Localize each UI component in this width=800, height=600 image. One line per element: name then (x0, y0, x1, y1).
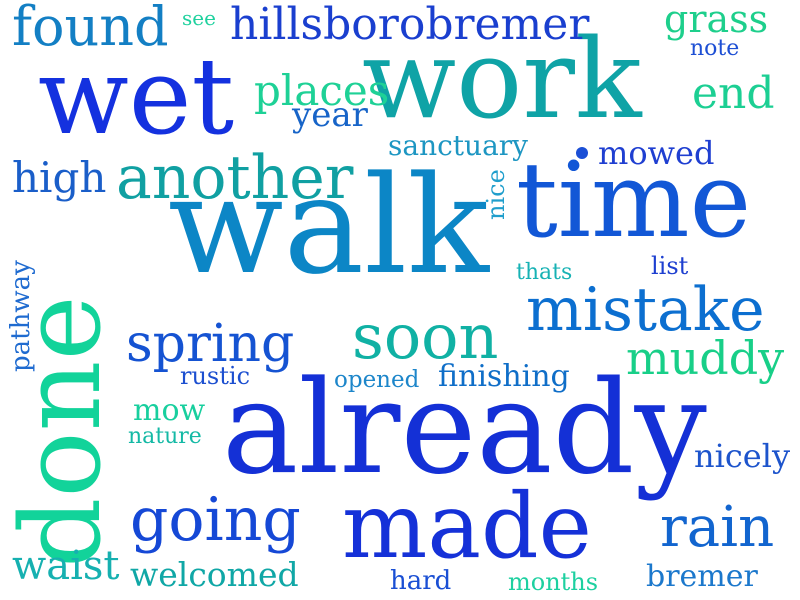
word-welcomed: welcomed (130, 555, 299, 594)
word-nicely: nicely (694, 437, 791, 475)
word-another: another (116, 143, 354, 213)
word-spring: spring (126, 314, 295, 374)
word-opened: opened (334, 367, 420, 393)
word-waist: waist (12, 543, 120, 589)
word-going: going (130, 485, 301, 555)
word-muddy: muddy (626, 331, 785, 385)
word-found: found (12, 0, 169, 58)
word-made: made (342, 474, 592, 579)
word-soon: soon (352, 300, 499, 373)
word-hillsborobremer: hillsborobremer (230, 0, 590, 50)
dot-mark (576, 147, 588, 159)
word-sanctuary: sanctuary (388, 129, 528, 162)
word-nice: nice (482, 169, 510, 220)
word-end: end (692, 68, 775, 119)
word-hard: hard (390, 566, 452, 596)
word-year: year (292, 95, 368, 135)
word-bremer: bremer (646, 559, 758, 594)
word-finishing: finishing (438, 359, 570, 394)
word-time: time (516, 139, 752, 261)
word-high: high (12, 153, 107, 202)
word-rain: rain (660, 495, 775, 560)
word-pathway: pathway (6, 260, 36, 372)
word-rustic: rustic (180, 362, 251, 390)
word-grass: grass (664, 0, 769, 41)
word-thats: thats (516, 260, 573, 285)
word-mow: mow (133, 393, 206, 428)
word-work: work (362, 15, 642, 143)
word-walk: walk (168, 147, 490, 304)
word-places: places (254, 66, 390, 115)
word-nature: nature (128, 424, 202, 449)
word-note: note (690, 36, 740, 61)
word-mistake: mistake (526, 275, 765, 345)
word-months: months (508, 568, 599, 596)
word-already: already (222, 354, 707, 503)
word-list: list (651, 252, 689, 280)
word-mowed: mowed (598, 134, 715, 172)
word-wet: wet (38, 35, 235, 158)
word-see: see (182, 6, 216, 30)
